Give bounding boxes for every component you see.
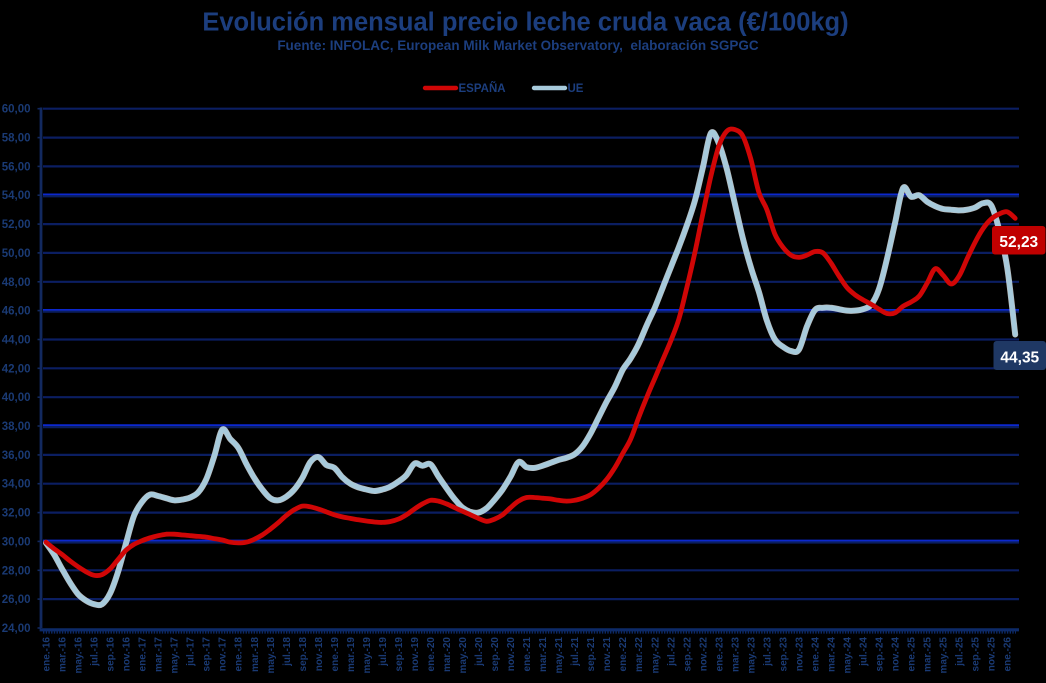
svg-text:jul.-16: jul.-16 <box>90 637 101 667</box>
svg-text:34,00: 34,00 <box>2 479 31 491</box>
svg-text:26,00: 26,00 <box>2 594 31 606</box>
svg-text:may.-25: may.-25 <box>939 637 950 674</box>
svg-text:sep.-17: sep.-17 <box>202 637 213 672</box>
svg-text:nov.-25: nov.-25 <box>987 637 998 672</box>
svg-text:56,00: 56,00 <box>2 161 31 173</box>
svg-text:may.-22: may.-22 <box>650 637 661 674</box>
svg-text:jul.-23: jul.-23 <box>762 637 773 667</box>
svg-text:60,00: 60,00 <box>2 104 31 116</box>
svg-text:sep.-19: sep.-19 <box>394 637 405 672</box>
svg-text:28,00: 28,00 <box>2 565 31 577</box>
svg-text:nov.-16: nov.-16 <box>122 637 133 672</box>
svg-text:mar.-17: mar.-17 <box>154 637 165 672</box>
svg-text:ene.-16: ene.-16 <box>42 637 53 672</box>
svg-text:32,00: 32,00 <box>2 508 31 520</box>
svg-text:Fuente: INFOLAC, European Milk: Fuente: INFOLAC, European Milk Market Ob… <box>277 38 759 53</box>
svg-text:nov.-21: nov.-21 <box>602 637 613 672</box>
svg-text:may.-17: may.-17 <box>170 637 181 674</box>
svg-text:nov.-17: nov.-17 <box>218 637 229 672</box>
svg-text:54,00: 54,00 <box>2 190 31 202</box>
svg-text:jul.-19: jul.-19 <box>378 637 389 667</box>
svg-text:mar.-20: mar.-20 <box>442 637 453 672</box>
svg-text:jul.-20: jul.-20 <box>474 637 485 667</box>
svg-text:mar.-21: mar.-21 <box>538 637 549 672</box>
svg-text:mar.-18: mar.-18 <box>250 637 261 672</box>
svg-text:sep.-21: sep.-21 <box>586 637 597 672</box>
svg-text:ene.-17: ene.-17 <box>138 637 149 672</box>
svg-text:jul.-21: jul.-21 <box>570 637 581 667</box>
svg-text:nov.-22: nov.-22 <box>698 637 709 672</box>
svg-text:ene.-22: ene.-22 <box>618 637 629 672</box>
svg-text:mar.-22: mar.-22 <box>634 637 645 672</box>
svg-text:ene.-23: ene.-23 <box>714 637 725 672</box>
svg-text:38,00: 38,00 <box>2 421 31 433</box>
svg-text:sep.-24: sep.-24 <box>875 637 886 672</box>
svg-text:52,00: 52,00 <box>2 219 31 231</box>
svg-text:nov.-24: nov.-24 <box>891 637 902 672</box>
svg-text:mar.-24: mar.-24 <box>827 637 838 672</box>
svg-text:jul.-17: jul.-17 <box>186 637 197 667</box>
svg-text:mar.-25: mar.-25 <box>923 637 934 672</box>
svg-text:mar.-16: mar.-16 <box>58 637 69 672</box>
svg-text:58,00: 58,00 <box>2 133 31 145</box>
svg-text:jul.-25: jul.-25 <box>955 637 966 667</box>
svg-text:Evolución mensual precio leche: Evolución mensual precio leche cruda vac… <box>202 9 848 37</box>
svg-text:sep.-20: sep.-20 <box>490 637 501 672</box>
svg-text:46,00: 46,00 <box>2 306 31 318</box>
svg-text:may.-24: may.-24 <box>843 637 854 674</box>
svg-text:may.-16: may.-16 <box>74 637 85 674</box>
svg-text:ene.-21: ene.-21 <box>522 637 533 672</box>
svg-text:44,00: 44,00 <box>2 335 31 347</box>
svg-text:may.-18: may.-18 <box>266 637 277 674</box>
svg-text:may.-20: may.-20 <box>458 637 469 674</box>
svg-text:42,00: 42,00 <box>2 363 31 375</box>
svg-text:jul.-24: jul.-24 <box>859 637 870 667</box>
svg-text:nov.-18: nov.-18 <box>314 637 325 672</box>
svg-text:36,00: 36,00 <box>2 450 31 462</box>
svg-text:ene.-18: ene.-18 <box>234 637 245 672</box>
svg-text:50,00: 50,00 <box>2 248 31 260</box>
svg-text:sep.-18: sep.-18 <box>298 637 309 672</box>
svg-text:sep.-23: sep.-23 <box>778 637 789 672</box>
svg-text:52,23: 52,23 <box>999 234 1038 251</box>
svg-text:ene.-25: ene.-25 <box>907 637 918 672</box>
svg-text:40,00: 40,00 <box>2 392 31 404</box>
svg-text:UE: UE <box>568 83 584 95</box>
svg-text:ene.-19: ene.-19 <box>330 637 341 672</box>
svg-text:may.-19: may.-19 <box>362 637 373 674</box>
svg-text:ESPAÑA: ESPAÑA <box>459 82 506 95</box>
svg-text:nov.-23: nov.-23 <box>794 637 805 672</box>
svg-text:sep.-25: sep.-25 <box>971 637 982 672</box>
svg-text:jul.-22: jul.-22 <box>666 637 677 667</box>
svg-text:may.-23: may.-23 <box>746 637 757 674</box>
svg-text:ene.-24: ene.-24 <box>811 637 822 672</box>
svg-text:48,00: 48,00 <box>2 277 31 289</box>
svg-text:24,00: 24,00 <box>2 623 31 635</box>
svg-text:44,35: 44,35 <box>1000 350 1039 367</box>
svg-text:mar.-19: mar.-19 <box>346 637 357 672</box>
svg-text:nov.-20: nov.-20 <box>506 637 517 672</box>
svg-text:sep.-22: sep.-22 <box>682 637 693 672</box>
svg-text:nov.-19: nov.-19 <box>410 637 421 672</box>
svg-text:jul.-18: jul.-18 <box>282 637 293 667</box>
svg-text:sep.-16: sep.-16 <box>106 637 117 672</box>
svg-text:30,00: 30,00 <box>2 536 31 548</box>
svg-text:ene.-20: ene.-20 <box>426 637 437 672</box>
svg-text:ene.-26: ene.-26 <box>1003 637 1014 672</box>
svg-text:may.-21: may.-21 <box>554 637 565 674</box>
svg-text:mar.-23: mar.-23 <box>730 637 741 672</box>
